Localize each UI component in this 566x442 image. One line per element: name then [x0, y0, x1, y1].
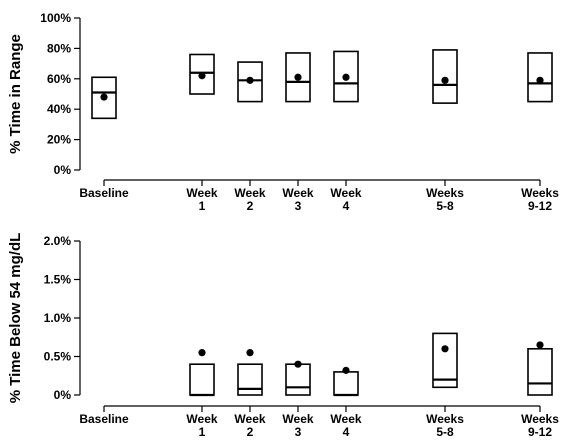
- x-tick-label: Week: [282, 412, 313, 426]
- x-tick-label-line2: 9-12: [528, 425, 552, 439]
- x-tick-label: Week: [282, 186, 313, 200]
- x-tick-label: Weeks: [521, 186, 559, 200]
- y-tick-label: 2.0%: [44, 234, 72, 248]
- mean-point: [536, 76, 544, 84]
- x-tick-label-line2: 1: [199, 425, 206, 439]
- iqr-box: [237, 61, 263, 103]
- mean-point: [441, 76, 449, 84]
- x-tick-label-line2: 5-8: [436, 199, 454, 213]
- x-tick-label-line2: 9-12: [528, 199, 552, 213]
- mean-point: [294, 73, 302, 81]
- iqr-box: [333, 50, 359, 103]
- mean-point: [198, 72, 206, 80]
- iqr-box: [432, 49, 458, 104]
- iqr-box: [189, 363, 215, 396]
- y-tick-label: 0%: [54, 388, 72, 402]
- y-tick-label: 1.5%: [44, 273, 72, 287]
- x-tick-label: Week: [330, 412, 361, 426]
- x-tick-label: Weeks: [426, 186, 464, 200]
- y-tick-label: 20%: [47, 133, 71, 147]
- mean-point: [198, 349, 206, 357]
- x-tick-label: Weeks: [521, 412, 559, 426]
- x-tick-label-line2: 2: [247, 199, 254, 213]
- x-tick-label: Week: [234, 412, 265, 426]
- y-tick-label: 80%: [47, 41, 71, 55]
- iqr-box: [527, 52, 553, 103]
- mean-point: [441, 345, 449, 353]
- panel-time-in-range: 0% 20% 40% 60% 80% 100% % Time in Range Baselin…: [7, 11, 559, 213]
- mean-point: [246, 76, 254, 84]
- mean-point: [294, 360, 302, 368]
- iqr-box: [237, 363, 263, 396]
- x-tick-label: Baseline: [79, 412, 129, 426]
- x-tick-label: Week: [186, 186, 217, 200]
- x-tick-label-line2: 1: [199, 199, 206, 213]
- mean-point: [246, 349, 254, 357]
- iqr-box: [333, 371, 359, 396]
- y-tick-label: 40%: [47, 102, 71, 116]
- x-tick-label-line2: 3: [295, 199, 302, 213]
- x-tick-label: Week: [330, 186, 361, 200]
- y-tick-label: 60%: [47, 72, 71, 86]
- x-tick-label: Week: [234, 186, 265, 200]
- iqr-box: [527, 347, 553, 396]
- x-tick-label-line2: 4: [343, 199, 350, 213]
- x-tick-label-line2: 2: [247, 425, 254, 439]
- mean-point: [342, 73, 350, 81]
- iqr-box: [285, 52, 311, 103]
- mean-point: [342, 366, 350, 374]
- iqr-box: [432, 332, 458, 389]
- x-tick-label: Weeks: [426, 412, 464, 426]
- y-tick-label: 100%: [40, 11, 71, 25]
- panel-time-below-54: 0% 0.5% 1.0% 1.5% 2.0% % Time Below 54 mg/dL B…: [7, 233, 559, 439]
- mean-point: [100, 93, 108, 101]
- x-tick-label-line2: 4: [343, 425, 350, 439]
- iqr-box: [91, 76, 117, 120]
- y-tick-label: 0%: [54, 163, 72, 177]
- iqr-box: [285, 363, 311, 396]
- iqr-box: [189, 53, 215, 95]
- y-tick-label: 0.5%: [44, 350, 72, 364]
- y-axis-title: % Time Below 54 mg/dL: [7, 233, 24, 404]
- x-tick-label-line2: 3: [295, 425, 302, 439]
- y-tick-label: 1.0%: [44, 311, 72, 325]
- x-tick-label: Week: [186, 412, 217, 426]
- x-tick-label: Baseline: [79, 186, 129, 200]
- mean-point: [536, 341, 544, 349]
- y-axis-title: % Time in Range: [7, 34, 24, 154]
- x-tick-label-line2: 5-8: [436, 425, 454, 439]
